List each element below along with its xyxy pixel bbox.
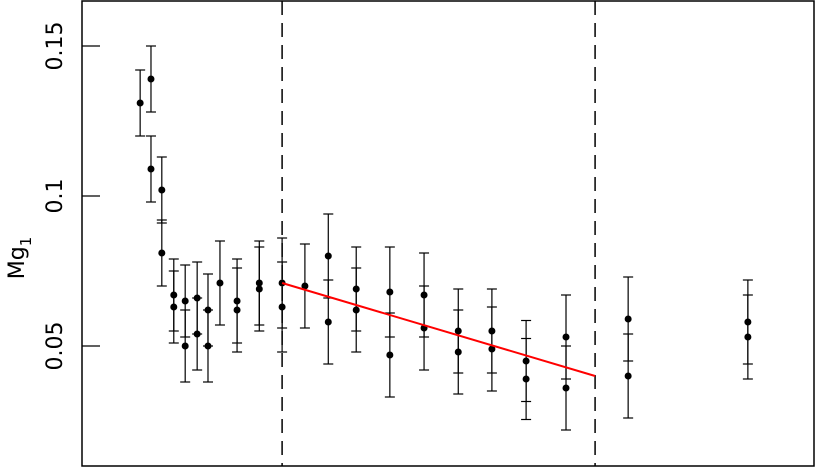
data-point xyxy=(624,372,632,380)
y-tick-label: 0.05 xyxy=(43,322,68,371)
data-point xyxy=(454,348,462,356)
data-point xyxy=(193,330,201,338)
y-tick-label: 0.1 xyxy=(43,179,68,214)
data-point xyxy=(158,186,166,194)
data-point xyxy=(386,288,394,296)
data-point xyxy=(624,315,632,323)
data-point xyxy=(170,303,178,311)
data-point xyxy=(147,75,155,83)
data-point xyxy=(147,165,155,173)
data-point xyxy=(352,306,360,314)
data-point xyxy=(233,306,241,314)
data-point xyxy=(204,342,212,350)
data-point xyxy=(522,375,530,383)
data-point xyxy=(324,252,332,260)
data-point xyxy=(324,318,332,326)
data-point xyxy=(136,99,144,107)
data-point xyxy=(301,282,309,290)
y-tick-label: 0.15 xyxy=(43,22,68,71)
plot-frame xyxy=(81,0,815,467)
fit-line xyxy=(281,282,596,377)
y-label-main: Mg xyxy=(5,246,30,279)
data-point xyxy=(255,285,263,293)
data-point xyxy=(216,279,224,287)
data-point xyxy=(158,249,166,257)
data-point xyxy=(386,351,394,359)
data-point xyxy=(181,297,189,305)
data-point xyxy=(562,333,570,341)
y-label-subscript: 1 xyxy=(17,237,35,247)
data-point xyxy=(562,384,570,392)
y-axis-label: Mg1 xyxy=(5,237,35,280)
data-point xyxy=(278,303,286,311)
data-point xyxy=(488,345,496,353)
data-point xyxy=(181,342,189,350)
data-point xyxy=(744,333,752,341)
